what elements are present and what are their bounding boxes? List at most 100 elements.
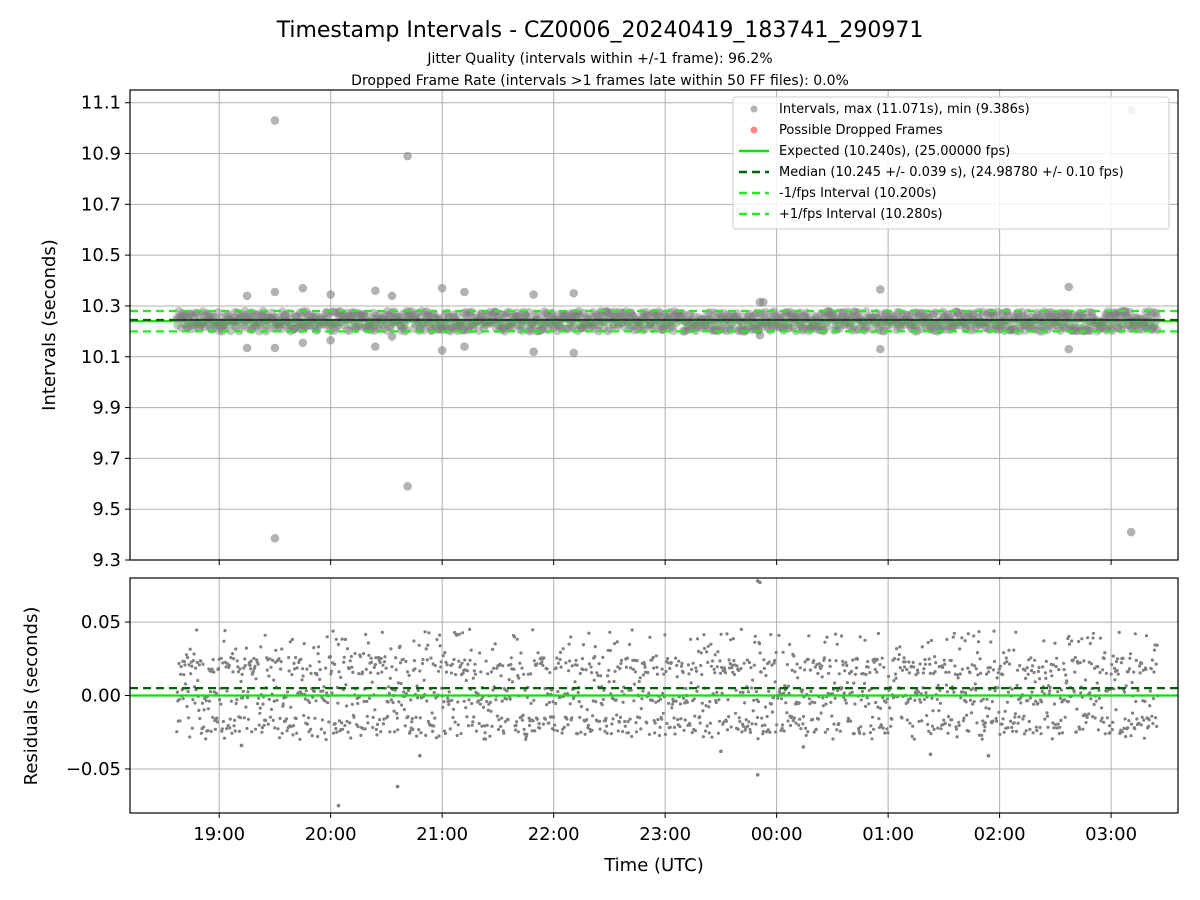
- interval-point: [350, 322, 360, 332]
- interval-point: [630, 321, 640, 331]
- residual-point: [1133, 632, 1137, 636]
- residual-point: [664, 669, 668, 674]
- interval-point: [296, 320, 306, 330]
- residual-point: [352, 715, 356, 719]
- residual-point: [1023, 668, 1027, 672]
- legend-marker-dropped: [750, 126, 758, 134]
- residual-point: [406, 688, 411, 693]
- residual-point: [567, 642, 571, 646]
- residual-point: [834, 659, 838, 663]
- interval-point: [797, 321, 806, 330]
- interval-point: [921, 323, 931, 333]
- interval-point: [449, 310, 459, 320]
- residual-point: [613, 669, 617, 674]
- residual-point: [224, 665, 228, 669]
- interval-point: [1119, 321, 1128, 331]
- residual-outlier-point: [418, 753, 422, 758]
- residual-point: [460, 661, 464, 665]
- residual-point: [473, 672, 477, 676]
- residual-point: [542, 656, 546, 660]
- residual-point: [229, 656, 233, 660]
- residual-point: [669, 661, 673, 665]
- residual-point: [657, 733, 662, 738]
- residual-point: [927, 729, 931, 733]
- residual-point: [961, 690, 965, 694]
- residual-point: [1089, 662, 1093, 666]
- residual-point: [1050, 674, 1054, 678]
- residual-point: [674, 656, 678, 660]
- residual-outlier-point: [719, 749, 723, 754]
- residual-point: [1138, 664, 1142, 668]
- residual-point: [327, 720, 331, 724]
- residual-point: [914, 673, 918, 677]
- residual-point: [183, 663, 187, 667]
- residual-point: [749, 666, 753, 670]
- residual-point: [393, 730, 397, 734]
- residual-point: [310, 734, 314, 738]
- interval-point: [484, 310, 494, 320]
- residual-point: [183, 682, 187, 686]
- residual-point: [701, 735, 706, 739]
- residual-point: [1133, 727, 1137, 731]
- residual-point: [1032, 670, 1036, 675]
- interval-outlier-point: [242, 291, 252, 301]
- residual-point: [188, 647, 192, 651]
- residual-point: [1088, 691, 1092, 695]
- residual-point: [933, 670, 937, 674]
- interval-point: [659, 311, 669, 320]
- residual-point: [1085, 715, 1089, 720]
- residual-point: [1078, 727, 1082, 731]
- residual-point: [326, 701, 330, 705]
- interval-point: [1047, 323, 1057, 333]
- residual-point: [333, 662, 337, 667]
- residual-point: [746, 724, 750, 728]
- residual-point: [658, 725, 662, 730]
- residual-point: [601, 697, 605, 702]
- interval-point: [799, 311, 808, 320]
- residual-point: [957, 723, 961, 728]
- interval-point: [955, 311, 965, 321]
- residual-point: [499, 674, 503, 678]
- residual-point: [1105, 716, 1109, 720]
- residual-point: [195, 660, 199, 665]
- residual-point: [1096, 728, 1100, 732]
- residual-point: [1007, 648, 1011, 652]
- residual-point: [231, 670, 235, 674]
- residual-point: [679, 717, 683, 721]
- residual-point: [312, 646, 316, 650]
- residual-point: [1019, 701, 1023, 705]
- residual-point: [380, 630, 384, 635]
- residual-point: [984, 672, 989, 676]
- residual-point: [342, 655, 346, 659]
- residual-point: [890, 717, 894, 721]
- residual-point: [824, 702, 828, 706]
- residual-point: [388, 676, 392, 680]
- interval-point: [522, 312, 532, 321]
- residual-point: [837, 672, 841, 676]
- residual-point: [792, 716, 797, 720]
- residual-outlier-point: [928, 752, 933, 757]
- interval-point: [452, 322, 461, 332]
- residual-point: [621, 700, 625, 704]
- residual-point: [587, 662, 592, 666]
- residual-point: [753, 640, 757, 644]
- residual-point: [924, 691, 928, 695]
- residual-point: [653, 721, 657, 725]
- residual-point: [584, 668, 588, 672]
- residual-point: [696, 685, 700, 689]
- residual-point: [695, 689, 699, 693]
- interval-point: [627, 321, 637, 331]
- residual-point: [359, 733, 363, 738]
- residual-point: [1062, 661, 1066, 665]
- residual-point: [762, 666, 767, 671]
- residual-point: [699, 651, 703, 655]
- residual-point: [1036, 701, 1040, 705]
- interval-point: [466, 311, 475, 320]
- residual-point: [695, 637, 700, 641]
- interval-point: [810, 311, 819, 321]
- interval-outlier-point: [1064, 282, 1074, 292]
- residual-point: [639, 727, 643, 731]
- residual-point: [881, 726, 885, 730]
- legend-label-plus-fps: +1/fps Interval (10.280s): [779, 207, 943, 222]
- interval-point: [554, 320, 563, 330]
